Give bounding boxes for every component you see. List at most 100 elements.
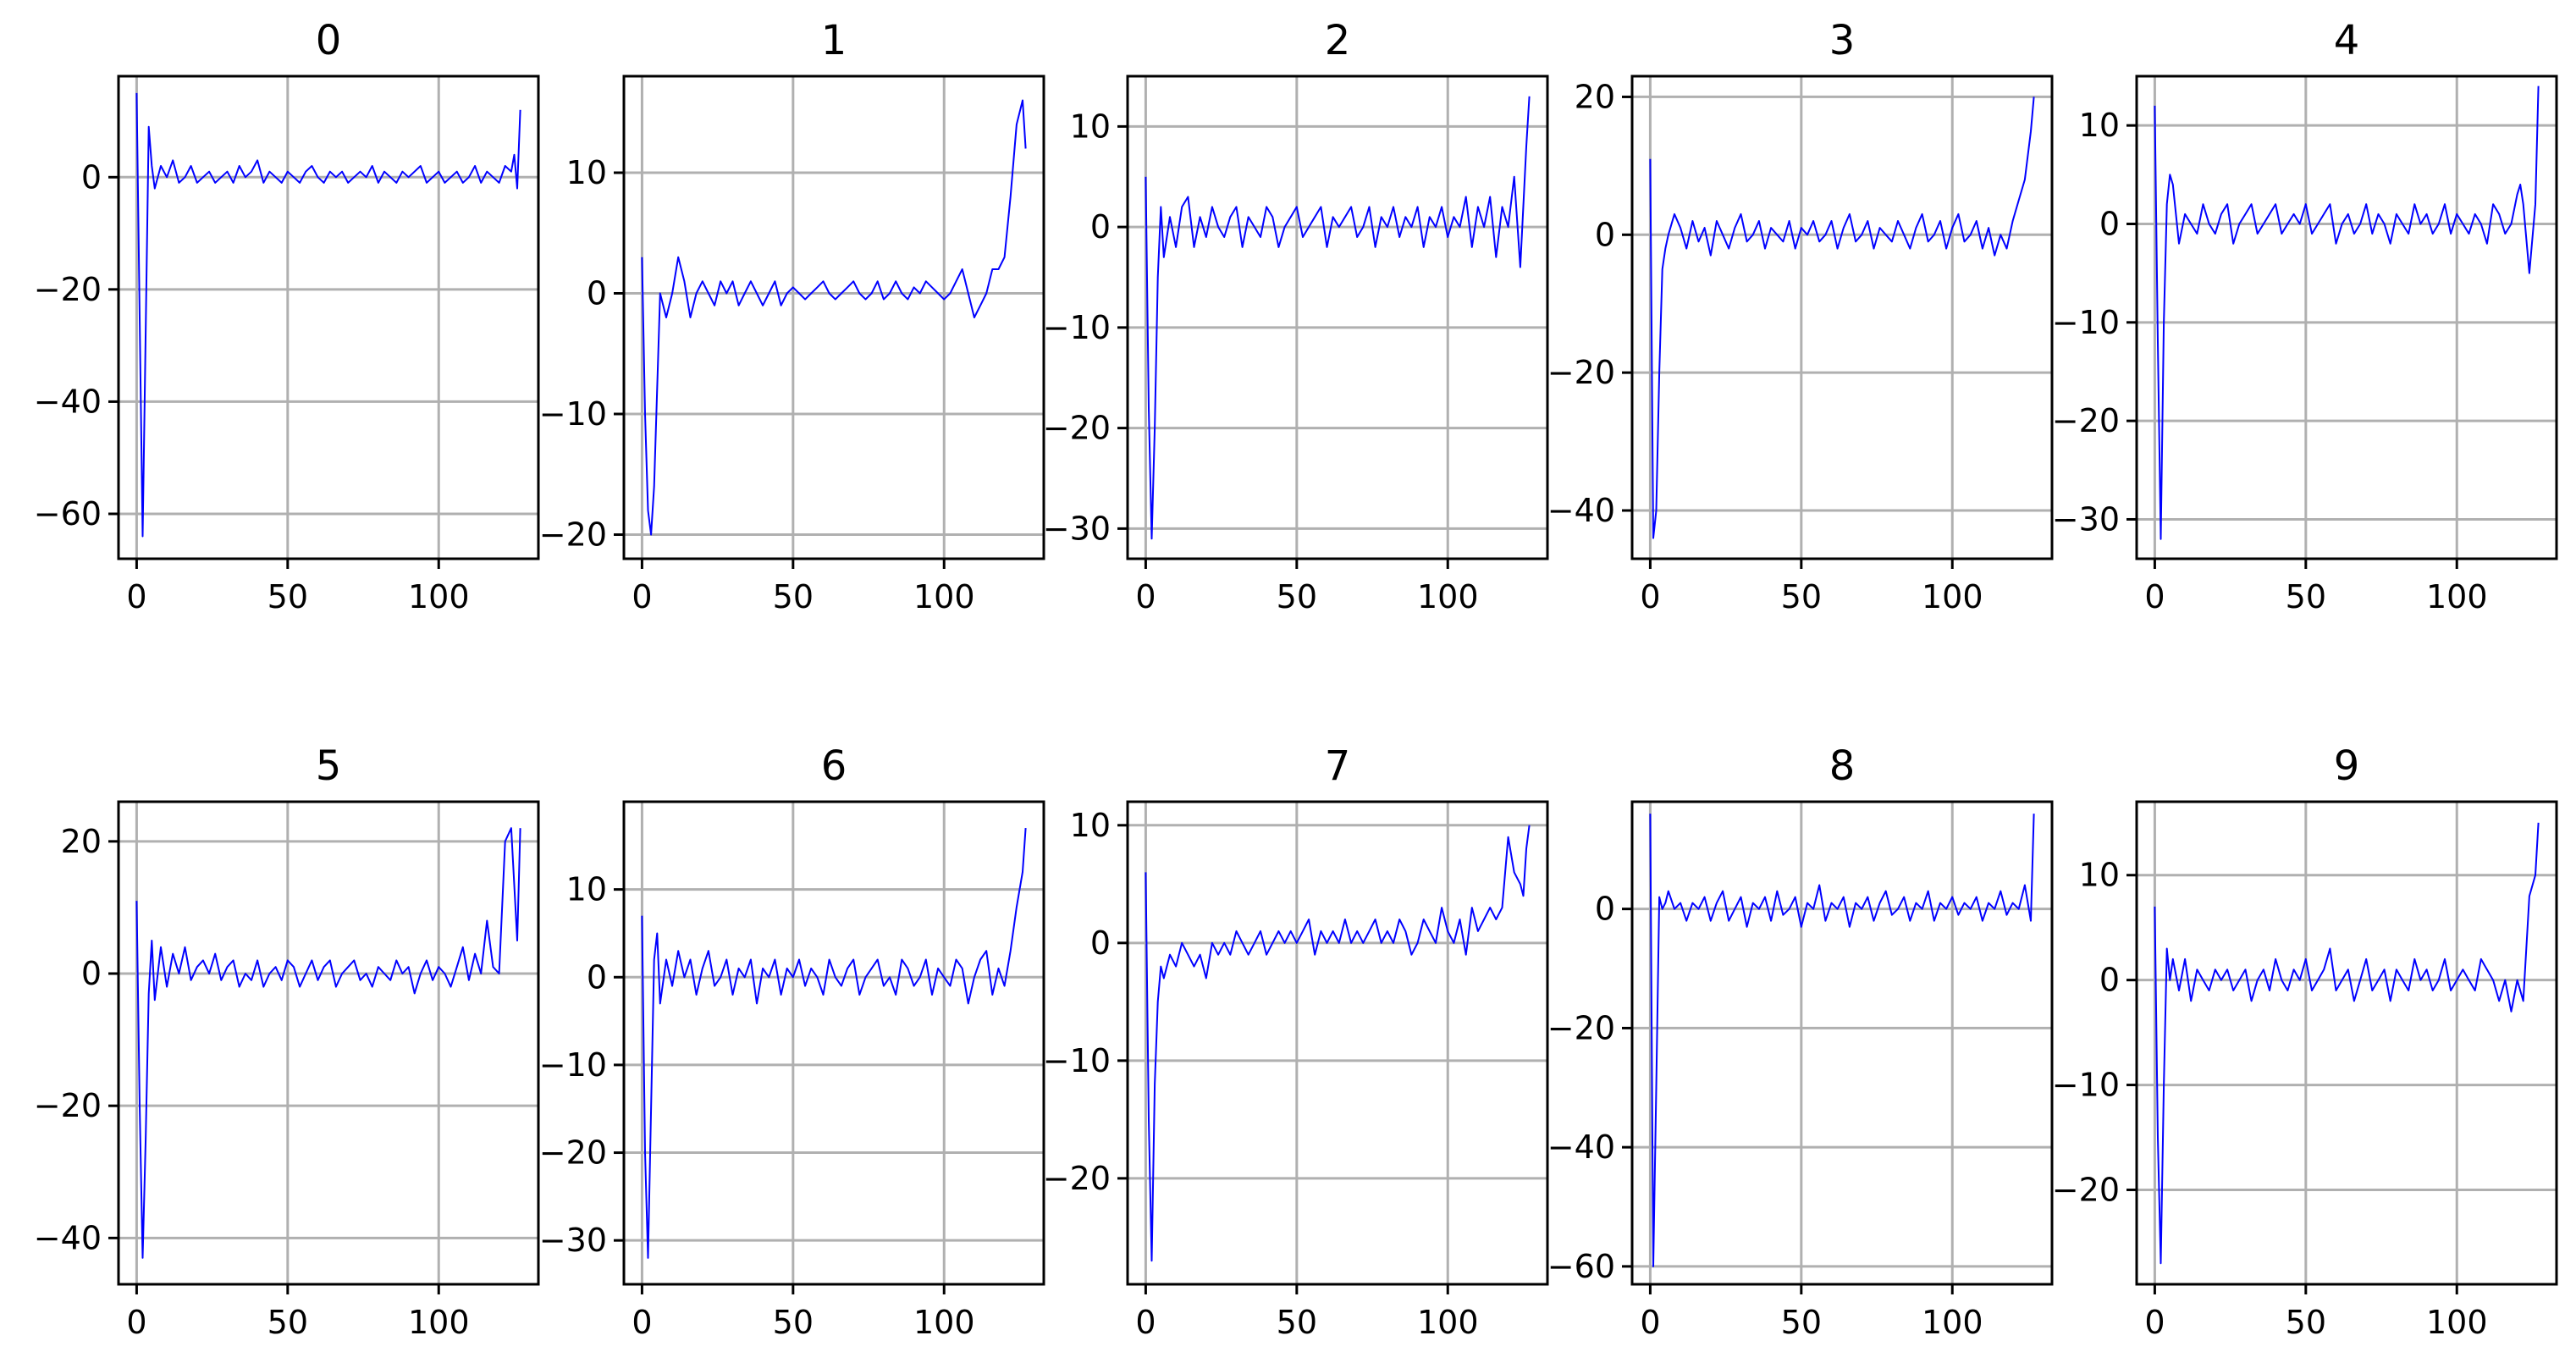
y-tick-label: −10 — [539, 395, 607, 433]
y-tick-label: 10 — [2079, 107, 2120, 144]
x-tick-label: 50 — [2286, 578, 2326, 615]
x-tick-label: 50 — [268, 1304, 308, 1341]
subplot-8: 0 50 100 0 −20 −40 −60 8 — [1547, 742, 2054, 1341]
y-tick-label: −30 — [539, 1222, 607, 1259]
y-tick-label: −60 — [34, 495, 102, 533]
y-tick-label: 10 — [2079, 857, 2120, 894]
series-line-0 — [641, 99, 1027, 536]
x-tick-label: 0 — [632, 1304, 652, 1341]
y-tick-label: −20 — [2052, 402, 2120, 439]
y-tick-label: −10 — [2052, 304, 2120, 341]
plot-frame — [117, 800, 540, 1286]
y-tick-label: 0 — [1595, 891, 1615, 928]
y-tick-label: 10 — [566, 154, 607, 191]
plot-frame — [622, 74, 1045, 560]
x-tick-label: 100 — [913, 578, 975, 615]
x-tick-label: 100 — [408, 1304, 470, 1341]
series-line-0 — [135, 92, 521, 538]
y-tick-label: 10 — [566, 871, 607, 908]
y-tick-label: −20 — [1547, 354, 1615, 391]
plot-frame — [622, 800, 1045, 1286]
series-line-0 — [2154, 86, 2540, 540]
x-tick-label: 50 — [1781, 578, 1822, 615]
y-tick-label: −10 — [2052, 1067, 2120, 1104]
x-tick-label: 0 — [126, 578, 146, 615]
subplot-0: 0 50 100 0 −20 −40 −60 0 — [34, 17, 540, 615]
y-tick-label: −20 — [2052, 1171, 2120, 1208]
x-tick-label: 50 — [773, 1304, 814, 1341]
y-tick-label: −20 — [539, 516, 607, 554]
x-tick-label: 100 — [408, 578, 470, 615]
y-tick-label: −40 — [1547, 492, 1615, 529]
x-tick-label: 100 — [1417, 578, 1479, 615]
x-tick-label: 50 — [1781, 1304, 1822, 1341]
plot-frame — [117, 74, 540, 560]
series-line-0 — [1649, 97, 2035, 539]
y-tick-label: −20 — [34, 1087, 102, 1124]
series-line-0 — [2154, 822, 2540, 1265]
y-tick-label: −40 — [34, 383, 102, 420]
plot-frame — [1630, 800, 2054, 1286]
subplot-title: 4 — [2334, 17, 2360, 64]
subplot-title: 0 — [316, 17, 342, 64]
y-tick-label: 0 — [1090, 208, 1111, 246]
plot-frame — [1126, 800, 1549, 1286]
y-tick-label: 0 — [81, 955, 102, 992]
y-tick-label: 0 — [81, 158, 102, 196]
y-tick-label: 0 — [1090, 924, 1111, 962]
x-tick-label: 0 — [2144, 578, 2165, 615]
x-tick-label: 100 — [1417, 1304, 1479, 1341]
subplot-title: 6 — [821, 742, 847, 790]
subplot-5: 0 50 100 20 0 −20 −40 5 — [34, 742, 540, 1341]
y-tick-label: −10 — [1043, 1042, 1111, 1079]
subplot-title: 8 — [1829, 742, 1856, 790]
y-tick-label: 20 — [61, 823, 102, 860]
plot-frame — [2135, 74, 2558, 560]
x-tick-label: 50 — [268, 578, 308, 615]
y-tick-label: −20 — [1043, 1160, 1111, 1197]
y-tick-label: −60 — [1547, 1248, 1615, 1285]
subplot-title: 7 — [1325, 742, 1351, 790]
x-tick-label: 0 — [632, 578, 652, 615]
y-tick-label: −40 — [1547, 1128, 1615, 1166]
y-tick-label: −10 — [539, 1046, 607, 1084]
series-line-0 — [1649, 814, 2035, 1267]
y-tick-label: −30 — [1043, 510, 1111, 547]
y-tick-label: −20 — [1043, 410, 1111, 447]
x-tick-label: 100 — [2426, 1304, 2488, 1341]
x-tick-label: 0 — [1135, 578, 1156, 615]
series-line-0 — [135, 827, 521, 1259]
y-tick-label: 0 — [2099, 205, 2120, 242]
x-tick-label: 0 — [2144, 1304, 2165, 1341]
x-tick-label: 100 — [913, 1304, 975, 1341]
x-tick-label: 100 — [1922, 1304, 1983, 1341]
y-tick-label: −30 — [2052, 500, 2120, 538]
series-line-0 — [641, 828, 1027, 1259]
plot-frame — [1630, 74, 2054, 560]
x-tick-label: 50 — [2286, 1304, 2326, 1341]
x-tick-label: 100 — [1922, 578, 1983, 615]
x-tick-label: 50 — [1277, 578, 1317, 615]
series-line-0 — [1145, 96, 1531, 540]
y-tick-label: 10 — [1070, 807, 1111, 844]
x-tick-label: 0 — [1135, 1304, 1156, 1341]
subplot-title: 3 — [1829, 17, 1856, 64]
y-tick-label: 0 — [587, 958, 607, 996]
y-tick-label: −20 — [539, 1134, 607, 1172]
x-tick-label: 0 — [1640, 578, 1660, 615]
y-tick-label: 0 — [2099, 962, 2120, 999]
y-tick-label: 0 — [1595, 216, 1615, 253]
plot-frame — [1126, 74, 1549, 560]
y-tick-label: 10 — [1070, 108, 1111, 145]
y-tick-label: 20 — [1575, 78, 1615, 115]
y-tick-label: −20 — [1547, 1009, 1615, 1046]
subplot-title: 9 — [2334, 742, 2360, 790]
y-tick-label: −10 — [1043, 309, 1111, 346]
plot-frame — [2135, 800, 2558, 1286]
